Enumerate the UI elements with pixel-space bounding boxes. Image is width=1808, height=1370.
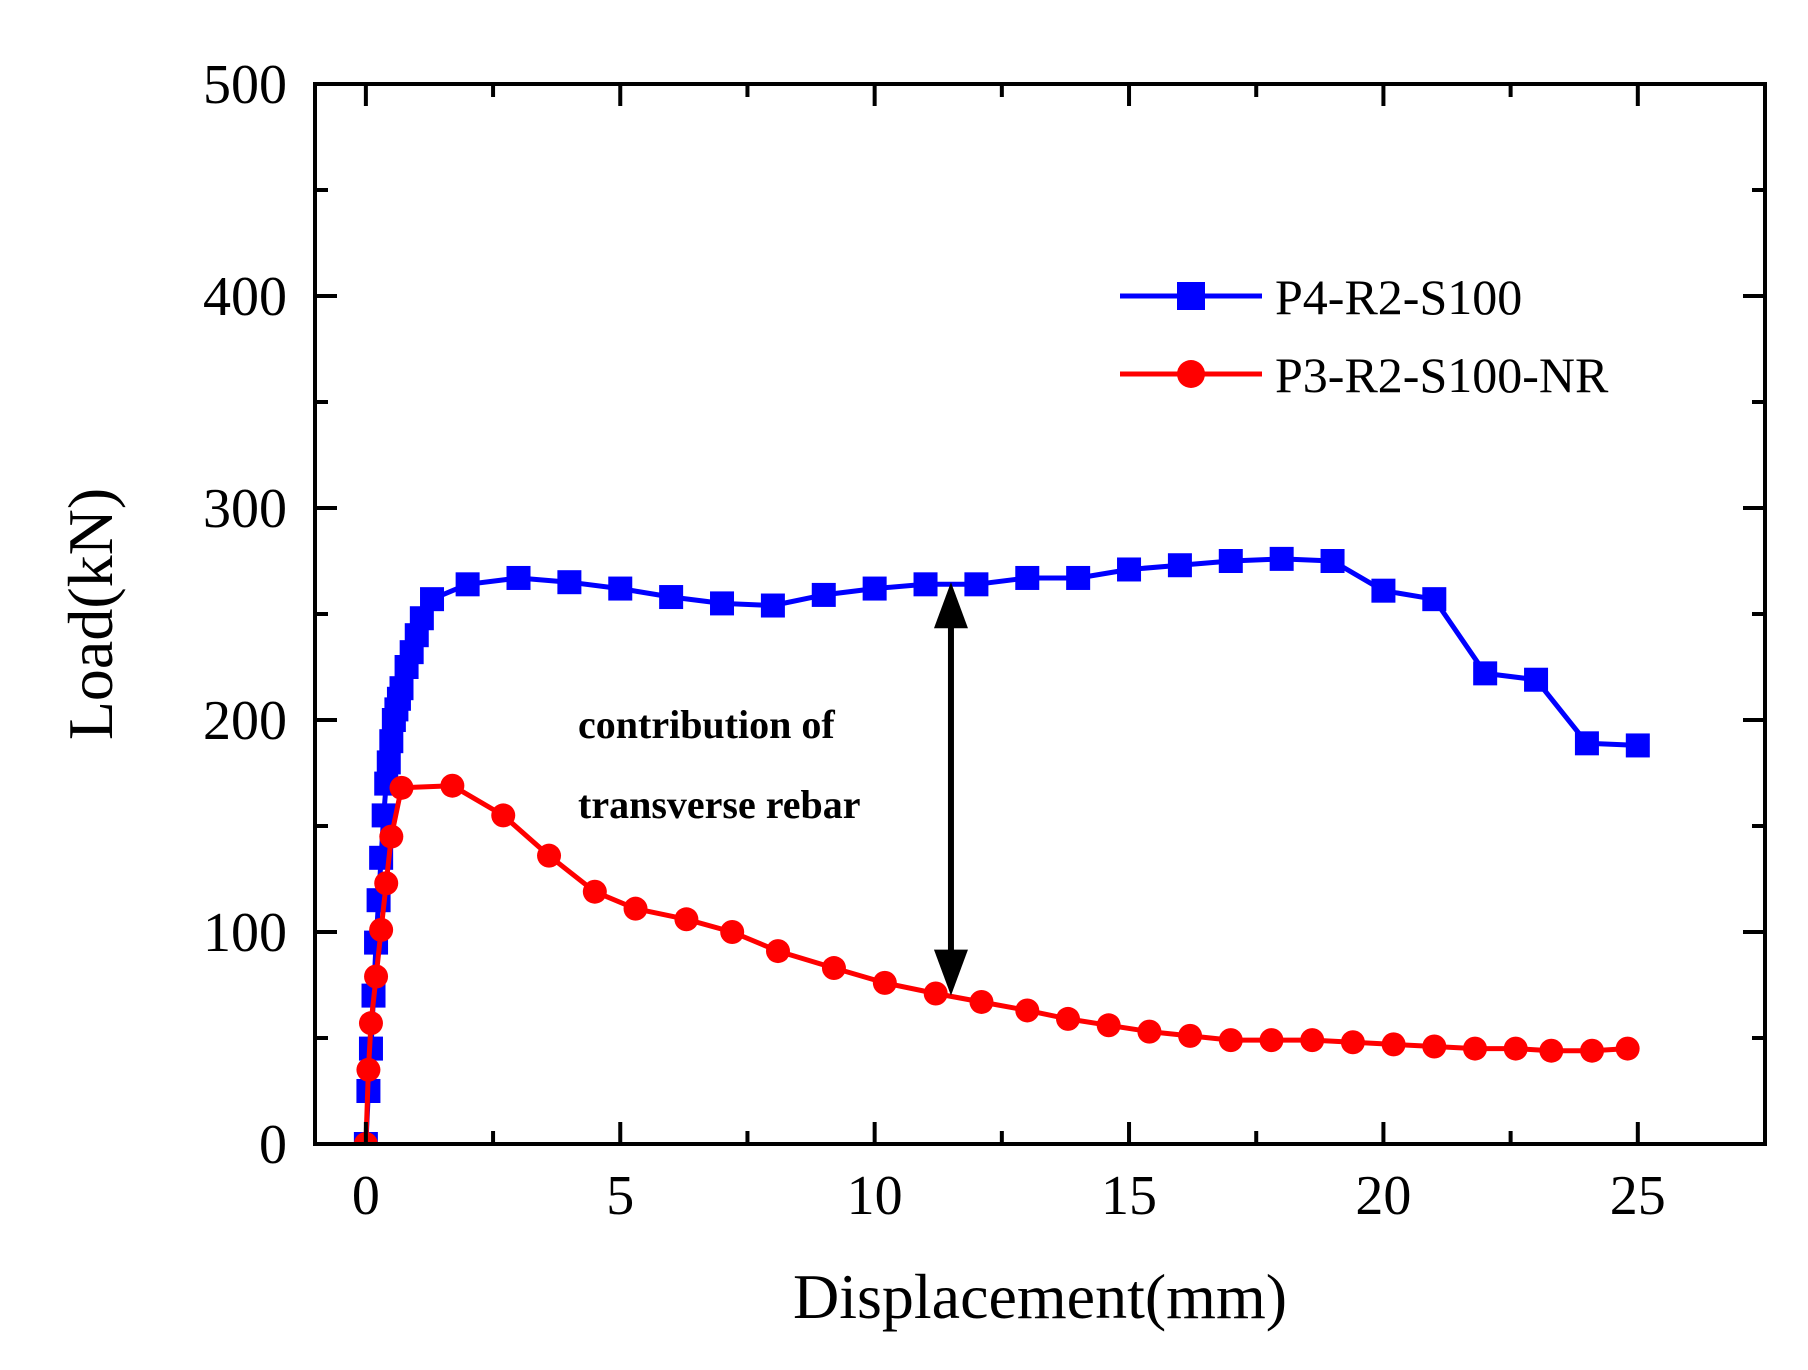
data-point-series-2 bbox=[623, 896, 648, 921]
y-tick-label: 0 bbox=[259, 1114, 287, 1176]
legend-entry-series-1: P4-R2-S100 bbox=[1120, 269, 1522, 325]
data-point-series-1 bbox=[1524, 667, 1549, 692]
data-point-series-2 bbox=[1463, 1036, 1487, 1061]
data-point-series-2 bbox=[872, 970, 897, 995]
data-point-series-2 bbox=[1137, 1019, 1162, 1044]
data-point-series-1 bbox=[1269, 546, 1294, 571]
data-point-series-1 bbox=[1167, 553, 1192, 578]
y-axis-title: Load(kN) bbox=[55, 488, 126, 740]
data-point-series-1 bbox=[1015, 565, 1040, 590]
data-point-series-1 bbox=[557, 570, 582, 595]
data-point-series-1 bbox=[1066, 565, 1091, 590]
y-tick-label: 500 bbox=[203, 54, 287, 116]
legend-marker-series-2 bbox=[1177, 360, 1205, 388]
data-point-series-1 bbox=[1117, 557, 1142, 582]
data-point-series-2 bbox=[356, 1057, 381, 1082]
data-point-series-1 bbox=[376, 750, 401, 775]
data-point-series-1 bbox=[710, 591, 735, 616]
contribution-arrow-head-up bbox=[933, 582, 968, 629]
data-point-series-1 bbox=[379, 729, 404, 754]
data-point-series-2 bbox=[364, 964, 389, 989]
data-point-series-2 bbox=[765, 939, 790, 964]
y-tick-label: 400 bbox=[203, 266, 287, 328]
data-point-series-2 bbox=[1422, 1034, 1447, 1059]
series-layer bbox=[353, 546, 1650, 1144]
data-point-series-2 bbox=[582, 879, 607, 904]
data-point-series-2 bbox=[379, 824, 404, 849]
annotation-text-line-2: transverse rebar bbox=[578, 782, 861, 827]
data-point-series-2 bbox=[374, 871, 399, 896]
data-point-series-1 bbox=[1574, 731, 1599, 756]
data-point-series-1 bbox=[862, 576, 887, 601]
annotation: contribution of transverse rebar bbox=[578, 582, 968, 996]
data-point-series-2 bbox=[1340, 1030, 1365, 1055]
data-point-series-2 bbox=[1615, 1036, 1640, 1061]
legend-entry-series-2: P3-R2-S100-NR bbox=[1120, 347, 1609, 403]
data-point-series-2 bbox=[923, 981, 948, 1006]
data-point-series-2 bbox=[369, 917, 394, 942]
data-point-series-1 bbox=[455, 572, 480, 597]
data-point-series-2 bbox=[1259, 1028, 1284, 1053]
data-point-series-1 bbox=[608, 576, 633, 601]
data-point-series-2 bbox=[440, 773, 465, 798]
data-point-series-1 bbox=[760, 593, 785, 618]
data-point-series-2 bbox=[358, 1011, 383, 1036]
legend: P4-R2-S100 P3-R2-S100-NR bbox=[1120, 269, 1609, 403]
x-tick-label: 15 bbox=[1101, 1165, 1157, 1227]
data-point-series-2 bbox=[537, 843, 562, 868]
legend-label-series-1: P4-R2-S100 bbox=[1275, 269, 1522, 325]
data-point-series-2 bbox=[389, 775, 414, 800]
data-point-series-2 bbox=[1300, 1028, 1325, 1053]
x-tick-label: 10 bbox=[847, 1165, 903, 1227]
data-point-series-1 bbox=[389, 676, 414, 701]
data-point-series-1 bbox=[420, 587, 445, 612]
data-point-series-1 bbox=[1218, 549, 1243, 573]
data-point-series-2 bbox=[969, 989, 994, 1014]
data-point-series-2 bbox=[491, 803, 516, 828]
x-tick-label: 5 bbox=[606, 1165, 634, 1227]
y-tick-label: 300 bbox=[203, 478, 287, 540]
data-point-series-1 bbox=[811, 582, 836, 607]
data-point-series-1 bbox=[913, 572, 938, 597]
data-point-series-2 bbox=[1015, 998, 1040, 1023]
x-tick-label: 20 bbox=[1355, 1165, 1411, 1227]
y-tick-label: 200 bbox=[203, 690, 287, 752]
data-point-series-1 bbox=[506, 565, 531, 590]
data-point-series-2 bbox=[1218, 1028, 1243, 1053]
data-point-series-2 bbox=[1580, 1038, 1605, 1063]
data-point-series-1 bbox=[964, 572, 989, 597]
data-point-series-2 bbox=[1178, 1023, 1203, 1048]
data-point-series-1 bbox=[659, 585, 684, 610]
x-tick-label: 25 bbox=[1610, 1165, 1666, 1227]
data-point-series-1 bbox=[1625, 733, 1650, 758]
annotation-text-line-1: contribution of bbox=[578, 702, 835, 747]
x-tick-label: 0 bbox=[352, 1165, 380, 1227]
data-point-series-2 bbox=[1503, 1036, 1528, 1061]
x-axis-title: Displacement(mm) bbox=[793, 1261, 1287, 1332]
data-point-series-2 bbox=[1381, 1032, 1406, 1057]
y-tick-label: 100 bbox=[203, 902, 287, 964]
data-point-series-2 bbox=[720, 920, 745, 944]
data-point-series-2 bbox=[674, 907, 699, 932]
data-point-series-2 bbox=[1055, 1006, 1080, 1031]
legend-label-series-2: P3-R2-S100-NR bbox=[1275, 347, 1609, 403]
data-point-series-1 bbox=[1320, 549, 1345, 573]
axis-ticks bbox=[315, 82, 1767, 1146]
contribution-arrow-head-down bbox=[933, 949, 968, 996]
data-point-series-2 bbox=[1096, 1013, 1121, 1038]
axis-tick-labels: 0 5 10 15 20 25 0 100 200 300 400 500 bbox=[203, 54, 1666, 1227]
data-point-series-2 bbox=[821, 956, 846, 981]
legend-marker-series-1 bbox=[1177, 282, 1205, 310]
data-point-series-1 bbox=[1473, 661, 1498, 686]
data-point-series-2 bbox=[1539, 1038, 1564, 1063]
data-point-series-1 bbox=[1371, 578, 1396, 603]
data-point-series-1 bbox=[1422, 587, 1447, 612]
